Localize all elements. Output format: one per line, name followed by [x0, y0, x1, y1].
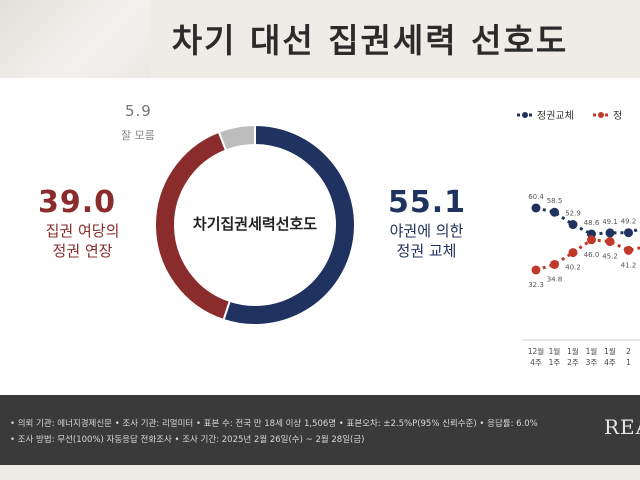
point-regime-change	[624, 228, 633, 238]
title-band-decoration	[0, 0, 150, 78]
legend-red-marker	[598, 112, 604, 118]
donut-slices	[154, 123, 356, 326]
data-label-regime-change: 48.6	[584, 219, 600, 227]
data-label-regime-extension: 40.2	[565, 264, 581, 272]
legend-blue-marker	[522, 112, 528, 118]
bottom-band	[0, 465, 640, 480]
x-tick-label-week: 4주	[604, 358, 616, 367]
x-tick-label-week: 1	[626, 358, 631, 367]
red-slice-label-line2: 정권 연장	[52, 242, 113, 260]
x-tick-label-month: 1월	[567, 346, 579, 356]
point-regime-extension	[605, 237, 615, 247]
data-label-regime-change: 60.4	[528, 193, 544, 201]
red-slice-label-line1: 집권 여당의	[45, 222, 120, 240]
brand-logo: REA	[604, 415, 640, 439]
x-tick-label-month: 2	[626, 347, 631, 356]
red-slice-value: 39.0	[38, 185, 117, 220]
blue-slice-value: 55.1	[388, 185, 467, 220]
x-tick-label-week: 4주	[530, 358, 542, 367]
donut-slice-unsure	[217, 123, 256, 152]
x-tick-label-week: 2주	[567, 358, 579, 367]
x-tick-label-week: 1주	[549, 358, 561, 367]
source-footer: • 의뢰 기관: 에너지경제신문 • 조사 기관: 리얼미터 • 표본 수: 전…	[0, 395, 640, 465]
legend-red-text: 정	[613, 110, 622, 122]
legend-blue-text: 정권교체	[537, 110, 574, 122]
chart-title: 차기 대선 집권세력 선호도	[171, 21, 569, 60]
point-regime-extension	[550, 259, 559, 269]
point-regime-change	[605, 228, 615, 238]
point-regime-extension	[568, 248, 578, 258]
x-tick-label-month: 1월	[586, 346, 598, 356]
footer-line-2: • 조사 방법: 무선(100%) 자동응답 전화조사 • 조사 기간: 202…	[10, 435, 365, 445]
point-regime-change	[531, 203, 541, 213]
blue-slice-label-line1: 야권에 의한	[389, 222, 464, 240]
data-label-regime-extension: 32.3	[528, 281, 544, 289]
trend-marks: 60.458.552.948.649.149.2532.334.840.246.…	[528, 193, 640, 289]
data-label-regime-change: 49.2	[621, 218, 637, 226]
footer-line-1: • 의뢰 기관: 에너지경제신문 • 조사 기관: 리얼미터 • 표본 수: 전…	[10, 419, 538, 429]
trend-legend: 정권교체 정	[517, 110, 622, 122]
gray-slice-label: 잘 모름	[121, 129, 155, 142]
point-regime-extension	[587, 235, 596, 245]
x-tick-label-month: 1월	[549, 346, 561, 356]
point-regime-change	[568, 220, 578, 230]
x-tick-label-month: 1월	[604, 346, 616, 356]
title-band	[0, 0, 640, 78]
point-regime-extension	[531, 265, 541, 275]
chart-panel	[0, 80, 640, 385]
data-label-regime-extension: 45.2	[602, 253, 618, 261]
x-tick-label-month: 12월	[528, 346, 545, 356]
gray-slice-value: 5.9	[125, 102, 152, 120]
data-label-regime-extension: 46.0	[584, 251, 600, 259]
data-label-regime-change: 58.5	[547, 197, 563, 205]
x-tick-label-week: 3주	[586, 358, 598, 367]
data-label-regime-extension: 34.8	[547, 275, 563, 283]
data-label-regime-extension: 41.2	[621, 261, 637, 269]
point-regime-extension	[624, 245, 633, 255]
trend-ticks: 12월 1월 1월 1월 1월 2 4주 1주 2주 3주 4주 1	[528, 346, 631, 367]
donut-center-label: 차기집권세력선호도	[193, 215, 317, 233]
blue-slice-label-line2: 정권 교체	[396, 242, 457, 260]
data-label-regime-change: 52.9	[565, 210, 581, 218]
data-label-regime-change: 49.1	[602, 218, 618, 226]
point-regime-change	[550, 207, 559, 217]
